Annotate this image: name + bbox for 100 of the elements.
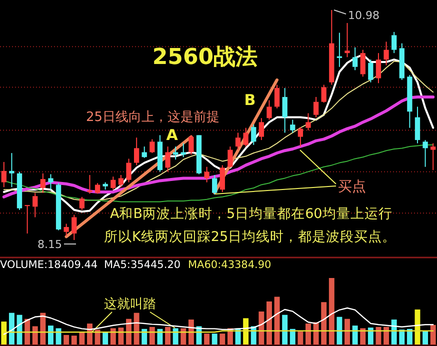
candlestick <box>87 174 92 194</box>
annotation: A <box>166 126 178 144</box>
bar <box>430 324 436 345</box>
bar <box>220 334 226 345</box>
candlestick <box>384 41 389 66</box>
bar <box>258 312 264 345</box>
candlestick <box>430 142 436 171</box>
text: MA60:43384.90 <box>188 259 272 271</box>
candlestick <box>368 59 374 83</box>
candlestick <box>72 214 77 240</box>
candlestick <box>94 182 100 194</box>
candlestick <box>32 192 38 218</box>
bar <box>384 326 390 345</box>
candlestick <box>110 176 116 190</box>
candlestick <box>24 204 30 234</box>
annotation: 8.15 <box>38 238 62 251</box>
bar <box>422 330 428 345</box>
candlestick <box>126 158 132 183</box>
bar <box>110 328 116 345</box>
candlestick <box>228 146 233 168</box>
candlestick <box>352 46 358 71</box>
candlestick <box>188 134 194 156</box>
candlestick <box>258 118 264 141</box>
bar <box>399 330 405 345</box>
candlestick <box>243 127 248 148</box>
candlestick <box>64 223 69 236</box>
annotation: 25日线向上，这是前提 <box>86 110 220 125</box>
bar <box>8 312 14 345</box>
bar <box>40 312 46 345</box>
annotation: 2560战法 <box>152 45 258 70</box>
bar <box>368 328 374 345</box>
candlestick <box>220 164 225 193</box>
bar <box>188 320 194 345</box>
bar <box>298 332 304 345</box>
bar <box>328 278 334 345</box>
candlestick <box>306 112 311 131</box>
bar <box>243 318 249 345</box>
candlestick <box>165 146 170 172</box>
candlestick <box>235 132 241 150</box>
candlestick <box>321 84 326 104</box>
bar <box>134 312 140 345</box>
bar <box>204 334 210 345</box>
candlestick <box>48 174 54 190</box>
annotation: 所以K线两次回踩25日均线时，都是波段买点。 <box>104 229 396 245</box>
bar <box>336 316 342 345</box>
candlestick <box>282 88 288 134</box>
candlestick <box>298 126 304 148</box>
bar <box>1 322 7 345</box>
candlestick <box>422 140 428 168</box>
bar <box>306 324 311 345</box>
candlestick <box>142 146 147 158</box>
bar <box>274 296 280 345</box>
bar <box>212 334 218 345</box>
candlestick <box>204 166 210 183</box>
text: MA5:35445.20 <box>104 259 181 271</box>
bar <box>71 336 77 345</box>
candlestick <box>290 119 296 134</box>
candlestick <box>40 172 46 194</box>
candlestick <box>134 137 140 166</box>
bar <box>102 332 108 345</box>
annotation: 这就叫踏 <box>104 297 156 312</box>
annotation: B <box>244 91 256 109</box>
bar <box>376 326 382 345</box>
candlestick <box>118 174 124 188</box>
bar <box>360 328 366 345</box>
annotation: A和B两波上涨时，5日均量都在60均量上运行 <box>110 206 392 222</box>
candlestick <box>9 152 14 188</box>
bar <box>344 318 350 345</box>
annotation: 买点 <box>338 179 366 195</box>
candlestick <box>251 124 256 146</box>
bar <box>94 330 100 345</box>
candlestick <box>360 49 366 78</box>
bar <box>149 326 155 345</box>
bar <box>282 314 288 345</box>
bar <box>64 334 70 345</box>
candlestick <box>414 106 420 144</box>
bar <box>48 326 54 345</box>
bar <box>32 326 38 345</box>
text: VOLUME:18409.44 <box>0 259 98 271</box>
bar <box>180 328 186 345</box>
candlestick <box>274 84 280 109</box>
candlestick <box>344 22 350 58</box>
candlestick <box>150 138 155 154</box>
bar <box>290 328 296 345</box>
bar <box>56 328 62 345</box>
bar <box>352 326 358 345</box>
bar <box>266 301 272 345</box>
candlestick <box>212 174 218 195</box>
candlestick <box>376 52 382 84</box>
bar <box>172 328 178 345</box>
candlestick <box>392 31 397 54</box>
candlestick <box>336 32 342 68</box>
candlestick <box>266 100 272 120</box>
candlestick <box>1 161 6 188</box>
candlestick <box>313 96 319 118</box>
bar <box>142 328 148 345</box>
candlestick <box>180 142 186 158</box>
annotation: 10.98 <box>348 9 380 22</box>
bar <box>406 328 412 345</box>
candlestick <box>173 146 178 160</box>
